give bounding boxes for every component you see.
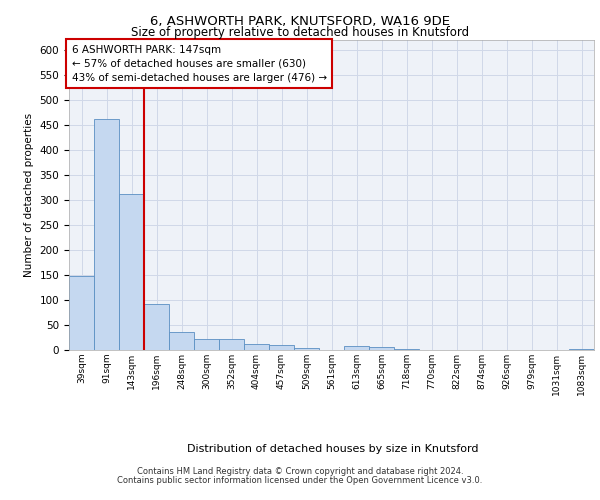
Bar	[569, 349, 594, 350]
Text: 6, ASHWORTH PARK, KNUTSFORD, WA16 9DE: 6, ASHWORTH PARK, KNUTSFORD, WA16 9DE	[150, 15, 450, 28]
Bar	[344, 346, 369, 350]
Bar	[144, 304, 169, 350]
Text: Contains public sector information licensed under the Open Government Licence v3: Contains public sector information licen…	[118, 476, 482, 485]
Y-axis label: Number of detached properties: Number of detached properties	[24, 113, 34, 277]
Bar	[169, 332, 194, 350]
Text: Contains HM Land Registry data © Crown copyright and database right 2024.: Contains HM Land Registry data © Crown c…	[137, 467, 463, 476]
Bar	[269, 345, 294, 350]
Bar	[69, 276, 94, 350]
Text: 6 ASHWORTH PARK: 147sqm
← 57% of detached houses are smaller (630)
43% of semi-d: 6 ASHWORTH PARK: 147sqm ← 57% of detache…	[71, 44, 327, 82]
Bar	[94, 119, 119, 350]
Bar	[244, 344, 269, 350]
Bar	[119, 194, 144, 350]
Bar	[294, 348, 319, 350]
Bar	[394, 349, 419, 350]
Bar	[219, 339, 244, 350]
Bar	[194, 339, 219, 350]
Text: Size of property relative to detached houses in Knutsford: Size of property relative to detached ho…	[131, 26, 469, 39]
Text: Distribution of detached houses by size in Knutsford: Distribution of detached houses by size …	[187, 444, 479, 454]
Bar	[369, 347, 394, 350]
